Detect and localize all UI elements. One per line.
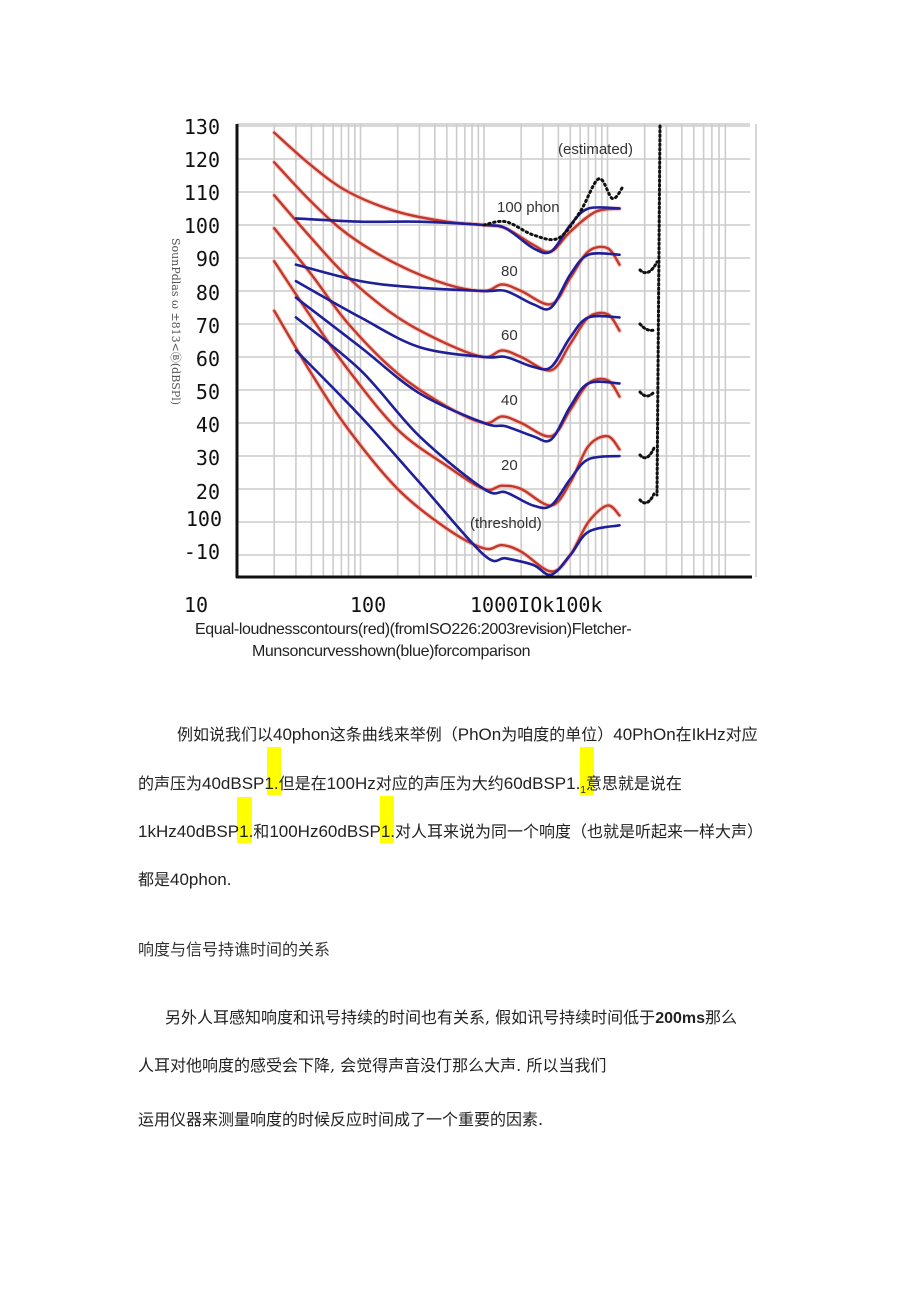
- blue-contour: [294, 251, 621, 311]
- y-tick-label: 30: [195, 446, 220, 470]
- highlight-mark-4: [380, 796, 394, 843]
- figure-caption-line-1: Equal-loudnesscontours(red)(fromISO226:2…: [195, 621, 632, 638]
- y-tick-label: 110: [183, 181, 220, 205]
- blue-contour: [294, 279, 621, 371]
- estimated-dotted-curve: [482, 124, 662, 505]
- y-tick-label: 70: [195, 314, 220, 338]
- paragraph-1-line-1: 例如说我们以40phon这条曲线来举例（PhOn为咱度的单位）40PhOn在Ik…: [177, 725, 758, 744]
- y-tick-label: 80: [195, 281, 220, 305]
- y-tick-label: 100: [183, 214, 220, 238]
- annotation-100-phon: 100 phon: [497, 199, 560, 216]
- paragraph-1-line-4: 都是40phon.: [138, 870, 232, 889]
- blue-contour: [294, 316, 621, 510]
- y-tick-label: -10: [183, 540, 220, 564]
- y-tick-label: 130: [183, 115, 220, 139]
- y-axis-label: SounPdlas ω ±813<Ⓑ(dBSPl): [166, 238, 182, 420]
- y-tick-label: 90: [195, 247, 220, 271]
- blue-contour: [294, 296, 621, 443]
- red-contour: [273, 260, 621, 507]
- highlight-mark-2: [580, 747, 594, 795]
- paragraph-1-line-2: 的声压为40dBSP1.但是在100Hz对应的声压为大约60dBSP1.1意思就…: [138, 774, 682, 797]
- annotation-60-phon: 60: [501, 327, 518, 344]
- y-tick-label: 20: [195, 480, 220, 504]
- equal-loudness-figure: (estimated) 100 phon 80 60 40 20 (thresh…: [166, 115, 757, 660]
- section-heading: 响度与信号持谯时间的关系: [138, 940, 331, 959]
- highlight-mark-1: [267, 747, 281, 795]
- blue-contour: [294, 349, 621, 577]
- estimated-curve: [482, 177, 626, 242]
- paragraph-2-line-3: 运用仪器来测量响度的时候反应时间成了一个重要的因素.: [138, 1110, 544, 1129]
- annotation-40-phon: 40: [501, 392, 518, 409]
- annotation-threshold: (threshold): [470, 515, 542, 532]
- equal-loudness-chart: (estimated) 100 phon 80 60 40 20 (thresh…: [235, 123, 757, 579]
- x-tick-100: 100: [350, 593, 387, 617]
- figure-caption-line-2: Munsoncurvesshown(blue)forcomparison: [252, 643, 531, 660]
- y-tick-label: 120: [183, 148, 220, 172]
- annotation-20-phon: 20: [501, 457, 518, 474]
- y-axis-label-text: SounPdlas ω ±813<Ⓑ(dBSPl): [169, 238, 182, 406]
- y-tick-label: 40: [195, 413, 220, 437]
- blue-contour: [294, 206, 621, 255]
- paragraph-1-line-3: 1kHz40dBSP1.和100Hz60dBSP1.对人耳来说为同一个响度（也就…: [138, 822, 764, 841]
- y-tick-label: 100: [185, 507, 222, 531]
- paragraph-2-line-1: 另外人耳感知响度和讯号持续的时间也有关系, 假如讯号持续时间低于200ms那么: [165, 1008, 738, 1027]
- red-contour: [273, 309, 621, 573]
- annotation-80-phon: 80: [501, 263, 518, 280]
- highlight-mark-3: [237, 797, 252, 843]
- red-contour: [273, 161, 621, 306]
- fletcher-munson-blue-curves: [294, 206, 621, 577]
- estimated-vertical-dotted: [655, 124, 662, 497]
- x-tick-1000-10k-100k: 1000IOk100k: [470, 593, 603, 617]
- y-tick-label: 60: [195, 347, 220, 371]
- x-tick-10: 10: [184, 593, 209, 617]
- y-tick-label: 50: [195, 380, 220, 404]
- annotation-estimated: (estimated): [558, 141, 633, 158]
- paragraph-2-line-2: 人耳对他响度的感受会下降, 会觉得声音没仃那么大声. 所以当我们: [138, 1056, 607, 1075]
